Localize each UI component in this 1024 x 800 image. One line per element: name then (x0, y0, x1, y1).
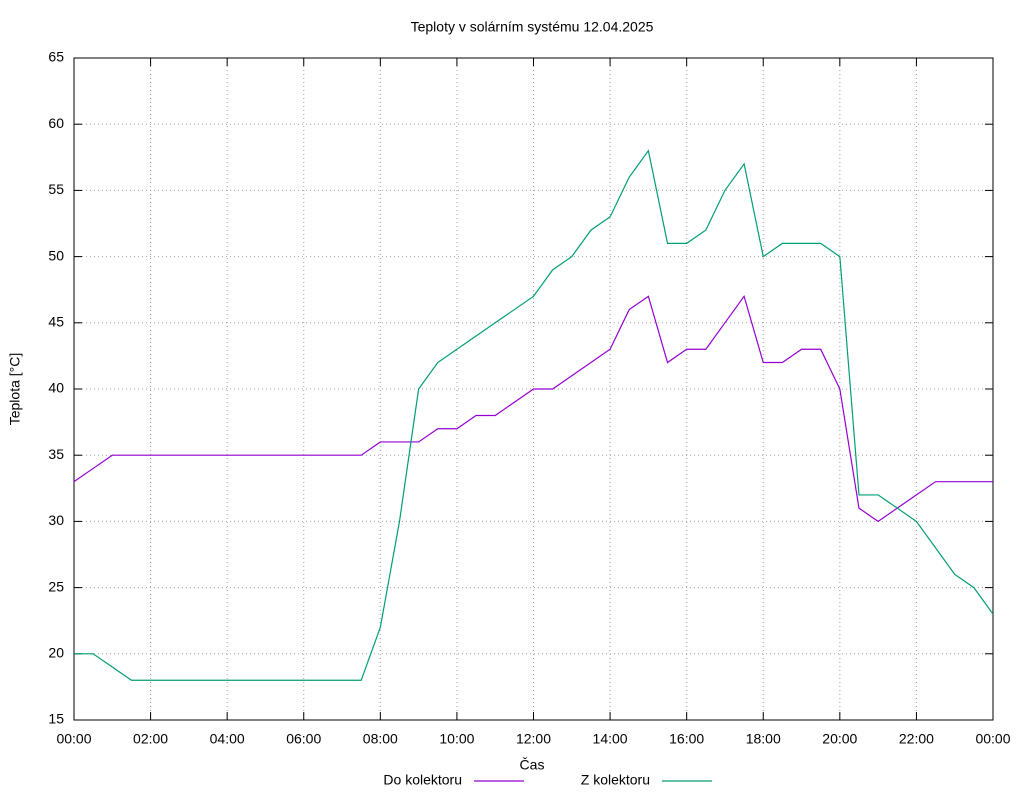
x-tick-label: 14:00 (593, 731, 628, 747)
series-line (73, 294, 993, 523)
y-tick-label: 60 (48, 115, 64, 131)
x-axis-label: Čas (520, 757, 545, 773)
y-tick-label: 35 (48, 446, 64, 462)
y-tick-label: 65 (48, 49, 64, 65)
y-tick-label: 25 (48, 578, 64, 594)
y-tick-label: 30 (48, 512, 64, 528)
x-tick-label: 00:00 (975, 731, 1010, 747)
y-tick-label: 15 (48, 711, 64, 727)
x-tick-label: 04:00 (210, 731, 245, 747)
y-tick-label: 45 (48, 314, 64, 330)
x-tick-label: 06:00 (286, 731, 321, 747)
x-tick-label: 00:00 (56, 731, 91, 747)
x-tick-label: 10:00 (439, 731, 474, 747)
x-tick-label: 02:00 (133, 731, 168, 747)
y-tick-label: 55 (48, 181, 64, 197)
y-axis-label: Teplota [°C] (7, 353, 23, 426)
x-tick-label: 12:00 (516, 731, 551, 747)
legend-label: Do kolektoru (383, 772, 462, 788)
series-line (74, 149, 994, 681)
plot-frame (73, 57, 994, 721)
y-tick-label: 20 (48, 645, 64, 661)
x-tick-label: 16:00 (669, 731, 704, 747)
x-tick-label: 22:00 (899, 731, 934, 747)
y-tick-label: 50 (48, 247, 64, 263)
chart-title: Teploty v solárním systému 12.04.2025 (411, 19, 654, 35)
legend-label: Z kolektoru (581, 772, 650, 788)
x-tick-label: 18:00 (746, 731, 781, 747)
y-tick-label: 40 (48, 380, 64, 396)
x-tick-label: 08:00 (363, 731, 398, 747)
x-tick-label: 20:00 (822, 731, 857, 747)
